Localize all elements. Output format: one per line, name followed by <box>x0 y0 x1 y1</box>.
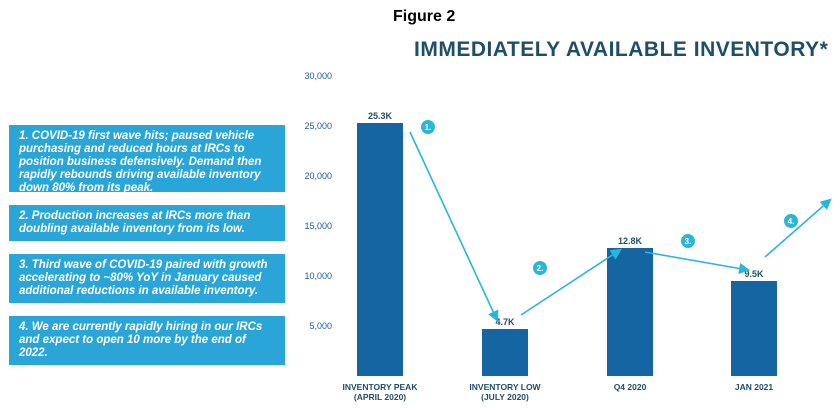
annotation-number: 2. <box>537 264 544 273</box>
category-label: (JULY 2020) <box>481 392 529 402</box>
note-2: 2. Production increases at IRCs more tha… <box>9 205 285 241</box>
annotation-arrow <box>409 131 499 323</box>
category-label: JAN 2021 <box>735 382 774 392</box>
annotation-arrow <box>644 251 751 274</box>
data-label: 25.3K <box>368 111 393 121</box>
bars-group: 25.3K INVENTORY PEAK(APRIL 2020) 4.7K INVEN… <box>343 111 777 402</box>
annotation-arrow <box>764 198 832 258</box>
chart-title: IMMEDIATELY AVAILABLE INVENTORY* <box>414 38 829 61</box>
note-4: 4. We are currently rapidly hiring in ou… <box>9 316 285 365</box>
annotation-arrows: 1. 2. 3. 4. <box>409 120 832 323</box>
y-tick-label: 30,000 <box>304 71 332 81</box>
annotation-badge <box>421 120 435 134</box>
bar <box>482 329 528 376</box>
figure-label: Figure 2 <box>393 8 456 25</box>
annotation-arrow <box>520 248 622 316</box>
note-3: 3. Third wave of COVID-19 paired with gr… <box>9 254 285 303</box>
annotation-badge <box>681 234 695 248</box>
category-label: Q4 2020 <box>614 382 647 392</box>
notes-panel: 1. COVID-19 first wave hits; paused vehi… <box>9 125 285 378</box>
category-label: INVENTORY PEAK <box>343 382 419 392</box>
bar <box>357 123 403 376</box>
annotation-badge <box>533 261 547 275</box>
note-1: 1. COVID-19 first wave hits; paused vehi… <box>9 125 285 194</box>
annotation-number: 1. <box>425 123 432 132</box>
annotation-badge <box>784 214 798 228</box>
data-label: 9.5K <box>744 269 764 279</box>
y-tick-label: 15,000 <box>304 221 332 231</box>
y-axis: 5,000 10,000 15,000 20,000 25,000 30,000 <box>304 71 332 331</box>
category-label: (APRIL 2020) <box>354 392 406 402</box>
data-label: 12.8K <box>618 236 643 246</box>
y-tick-label: 25,000 <box>304 121 332 131</box>
bar <box>731 281 777 376</box>
annotation-number: 4. <box>788 217 795 226</box>
y-tick-label: 5,000 <box>309 321 332 331</box>
data-label: 4.7K <box>495 317 515 327</box>
category-label: INVENTORY LOW <box>469 382 541 392</box>
annotation-number: 3. <box>685 237 692 246</box>
bar <box>607 248 653 376</box>
y-tick-label: 10,000 <box>304 271 332 281</box>
y-tick-label: 20,000 <box>304 171 332 181</box>
